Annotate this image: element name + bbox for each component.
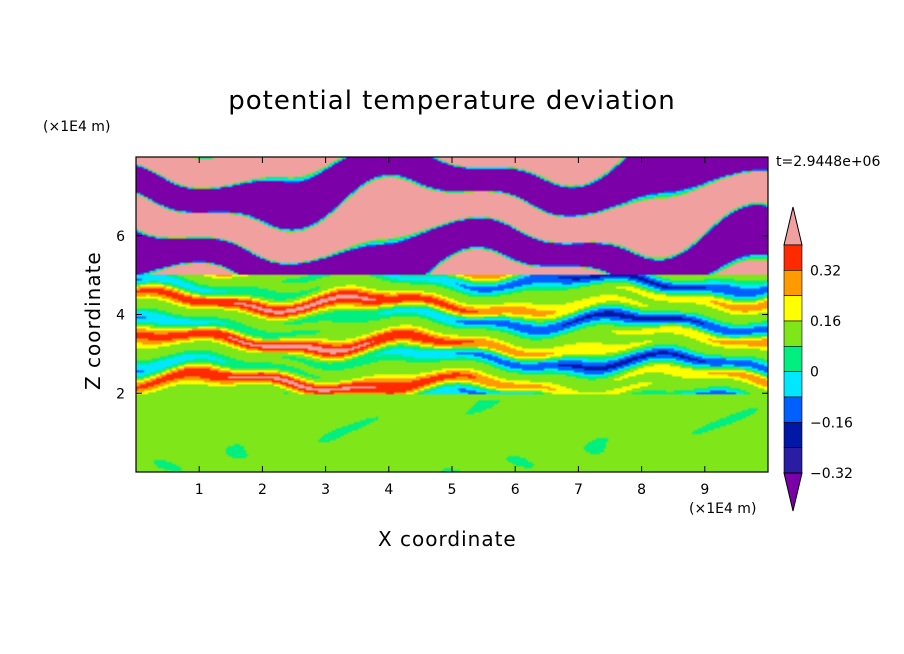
colorbar-segment (783, 422, 803, 448)
x-tick-label: 8 (637, 482, 646, 498)
colorbar-segment (783, 270, 803, 296)
colorbar-tick-label: 0 (810, 365, 819, 381)
contour-image (136, 157, 768, 472)
x-tick-label: 2 (258, 482, 267, 498)
colorbar-segment (783, 320, 803, 347)
time-label: t=2.9448e+06 (776, 154, 881, 170)
colorbar-tick-label: −0.16 (810, 415, 853, 431)
axes: 1 2 3 4 5 6 7 8 9 2 4 6 (116, 157, 768, 498)
colorbar-tick-label: 0.16 (810, 314, 841, 330)
colorbar-segment (783, 447, 803, 474)
colorbar-bottom-arrow (783, 472, 803, 512)
x-tick-label: 3 (321, 482, 330, 498)
x-tick-label: 6 (511, 482, 520, 498)
colorbar-segment (783, 396, 803, 423)
colorbar-segment (783, 295, 803, 322)
y-tick-label: 6 (116, 229, 125, 245)
y-axis-unit: (×1E4 m) (43, 119, 111, 135)
colorbar-segment (783, 244, 803, 271)
x-axis-label: X coordinate (378, 527, 517, 551)
contour-field (136, 157, 768, 472)
x-tick-label: 9 (700, 482, 709, 498)
colorbar-top-arrow (783, 206, 803, 246)
x-tick-label: 4 (384, 482, 393, 498)
chart-title: potential temperature deviation (228, 86, 676, 116)
y-tick-label: 2 (116, 386, 125, 402)
colorbar-tick-label: −0.32 (810, 466, 853, 482)
colorbar-segment (783, 371, 803, 398)
colorbar-tick-label: 0.32 (810, 263, 841, 279)
x-tick-label: 5 (448, 482, 457, 498)
x-tick-label: 1 (195, 482, 204, 498)
y-tick-label: 4 (116, 308, 125, 324)
x-tick-label: 7 (574, 482, 583, 498)
colorbar: 0.32 0.16 0 −0.16 −0.32 (783, 206, 853, 512)
colorbar-segment (783, 346, 803, 372)
x-axis-unit: (×1E4 m) (689, 501, 757, 517)
